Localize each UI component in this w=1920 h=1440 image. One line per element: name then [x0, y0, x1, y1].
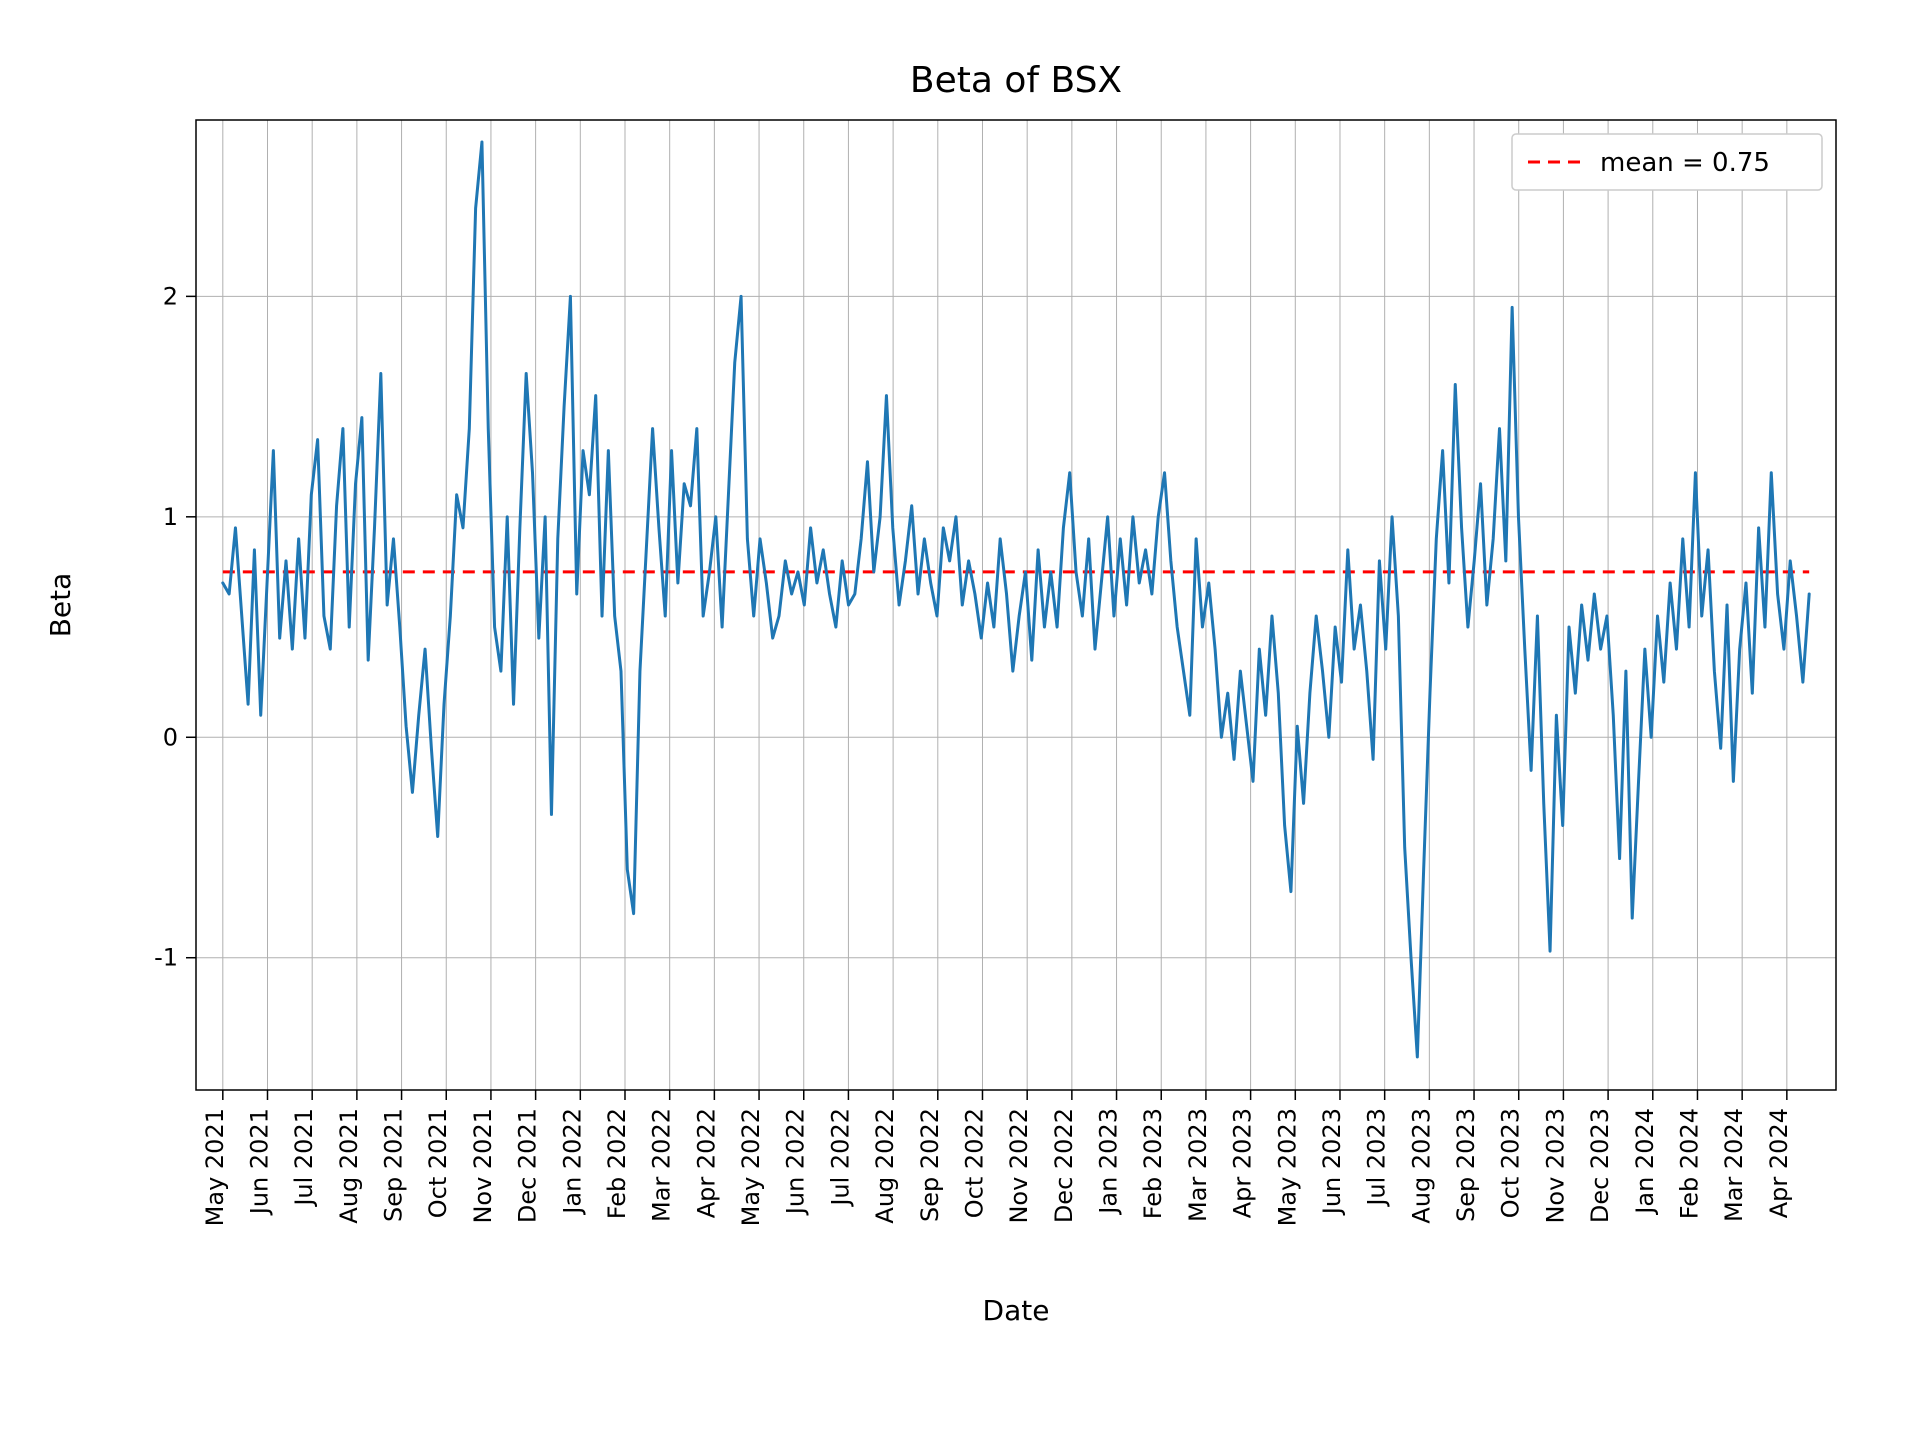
x-tick-label: Jul 2022 [826, 1108, 854, 1208]
y-tick-label: 1 [163, 503, 178, 531]
x-tick-label: Dec 2021 [514, 1108, 542, 1223]
y-tick-label: -1 [154, 944, 178, 972]
x-axis-label-text: Date [983, 1294, 1050, 1327]
x-tick-label: Oct 2022 [960, 1108, 988, 1218]
x-tick-label: May 2021 [201, 1108, 229, 1226]
y-axis-label-text: Beta [44, 573, 77, 638]
x-tick-label: Apr 2024 [1765, 1108, 1793, 1218]
x-tick-label: Nov 2022 [1005, 1108, 1033, 1224]
x-tick-label: Mar 2024 [1720, 1108, 1748, 1222]
x-tick-label: Apr 2023 [1229, 1108, 1257, 1218]
y-tick-label: 0 [163, 723, 178, 751]
x-tick-label: Oct 2023 [1497, 1108, 1525, 1218]
x-tick-label: Mar 2022 [648, 1108, 676, 1222]
x-tick-label: Oct 2021 [424, 1108, 452, 1218]
x-tick-label: Jun 2022 [782, 1108, 810, 1216]
x-tick-label: Sep 2023 [1452, 1108, 1480, 1222]
x-tick-label: Aug 2023 [1407, 1108, 1435, 1224]
legend-text: mean = 0.75 [1600, 148, 1770, 178]
legend: mean = 0.75 [1512, 134, 1822, 190]
x-tick-label: May 2023 [1273, 1108, 1301, 1226]
x-tick-label: Apr 2022 [692, 1108, 720, 1218]
chart-svg: May 2021 Jun 2021 Jul 2021 Aug 2021 Sep 2021… [0, 0, 1920, 1440]
x-tick-label: Jun 2021 [245, 1108, 273, 1216]
x-tick-label: Aug 2021 [335, 1108, 363, 1224]
x-tick-label: Mar 2023 [1184, 1108, 1212, 1222]
x-tick-label: Jan 2024 [1631, 1108, 1659, 1216]
x-tick-label: Feb 2024 [1675, 1108, 1703, 1219]
x-tick-label: Sep 2021 [380, 1108, 408, 1222]
x-tick-label: Jan 2022 [558, 1108, 586, 1216]
beta-chart: May 2021 Jun 2021 Jul 2021 Aug 2021 Sep 2021… [0, 0, 1920, 1440]
x-tick-label: Jun 2023 [1318, 1108, 1346, 1216]
chart-title-text: Beta of BSX [910, 60, 1122, 101]
x-tick-label: Sep 2022 [916, 1108, 944, 1222]
x-tick-label: Dec 2023 [1586, 1108, 1614, 1223]
y-tick-label: 2 [163, 282, 178, 310]
x-tick-label: Jul 2023 [1363, 1108, 1391, 1208]
x-tick-label: Feb 2023 [1139, 1108, 1167, 1219]
x-tick-label: Nov 2021 [469, 1108, 497, 1224]
x-tick-label: Jan 2023 [1095, 1108, 1123, 1216]
x-tick-label: Aug 2022 [871, 1108, 899, 1224]
x-tick-label: Jul 2021 [290, 1108, 318, 1208]
x-tick-label: Feb 2022 [603, 1108, 631, 1219]
x-tick-label: May 2022 [737, 1108, 765, 1226]
x-tick-label: Dec 2022 [1050, 1108, 1078, 1223]
x-tick-label: Nov 2023 [1541, 1108, 1569, 1224]
